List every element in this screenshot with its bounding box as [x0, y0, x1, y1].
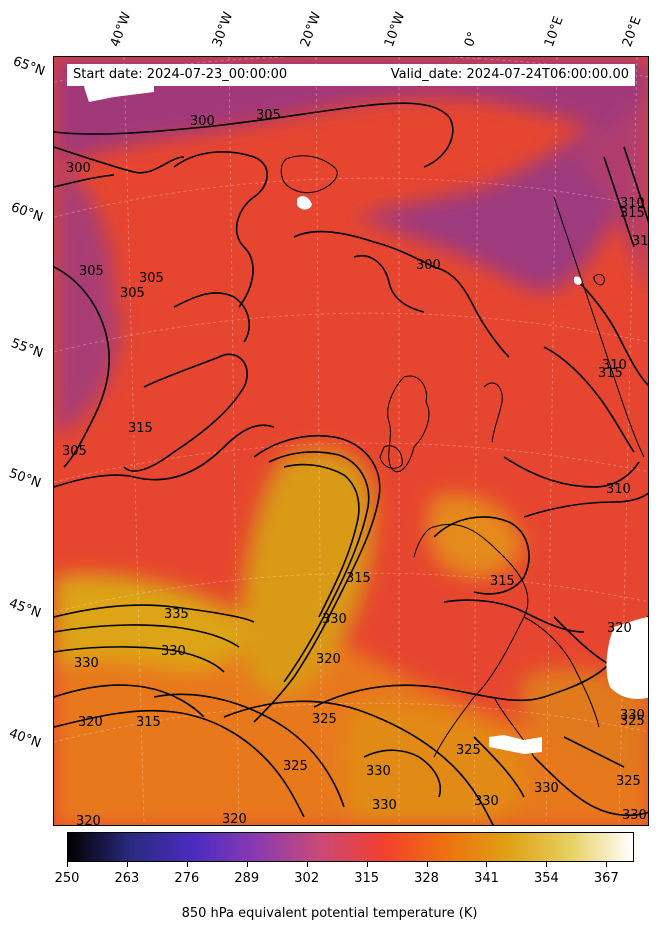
lat-label-40n: 40°N: [6, 726, 43, 752]
colorbar-tick: [426, 862, 428, 867]
lat-label-60n: 60°N: [8, 200, 45, 226]
colorbar-tick-label: 263: [114, 871, 140, 886]
contour-label-300-a: 300: [190, 114, 215, 129]
start-date-label: Start date: 2024-07-23_00:00:00: [73, 67, 288, 82]
contour-label-305-a: 305: [256, 108, 281, 123]
contour-label-305-e: 305: [62, 444, 87, 459]
colorbar-tick: [126, 862, 128, 867]
contour-label-325-b: 325: [283, 759, 308, 774]
contour-label-305-c: 305: [139, 271, 164, 286]
lat-label-65n: 65°N: [10, 54, 47, 80]
contour-label-315-g: 315: [598, 366, 623, 381]
colorbar-tick-label: 289: [234, 871, 260, 886]
colorbar-tick: [186, 862, 188, 867]
contour-label-320-a: 320: [316, 652, 341, 667]
contour-label-320-c: 320: [76, 814, 101, 826]
contour-label-300-c: 300: [416, 258, 441, 273]
lat-label-50n: 50°N: [6, 466, 43, 492]
colorbar-tick: [486, 862, 488, 867]
contour-label-330-c: 330: [322, 612, 347, 627]
valid-date-label: Valid_date: 2024-07-24T06:00:00.00: [390, 67, 629, 82]
contour-label-320-d: 320: [607, 621, 632, 636]
contour-label-315-a: 315: [128, 421, 153, 436]
colorbar-tick-label: 367: [593, 871, 619, 886]
contour-label-325-d: 325: [620, 714, 645, 729]
theta-e-map: 300 305 300 305 305 305 300 310 315 315 …: [54, 57, 649, 826]
contour-label-330-h: 330: [622, 808, 647, 823]
lon-label-0: 0°: [461, 29, 482, 49]
contour-label-315-e: 315: [490, 574, 515, 589]
lon-label-10e: 10°E: [541, 14, 567, 50]
contour-label-315-c: 315: [632, 234, 649, 249]
contour-label-330-i: 330: [620, 708, 645, 723]
lon-label-10w: 10°W: [381, 10, 409, 49]
contour-label-305-b: 305: [79, 264, 104, 279]
contour-label-320-b: 320: [78, 715, 103, 730]
colorbar-tick: [606, 862, 608, 867]
contour-label-305-d: 305: [120, 286, 145, 301]
colorbar-tick-label: 315: [354, 871, 380, 886]
contour-label-315-d: 315: [346, 571, 371, 586]
lon-label-20w: 20°W: [297, 10, 325, 49]
colorbar-title: 850 hPa equivalent potential temperature…: [181, 906, 478, 921]
colorbar-tick-label: 302: [294, 871, 320, 886]
contour-label-330-e: 330: [372, 798, 397, 813]
colorbar-tick-label: 328: [414, 871, 439, 886]
colorbar-tick-label: 250: [54, 871, 80, 886]
colorbar-tick-label: 354: [533, 871, 559, 886]
map-title-bar: Start date: 2024-07-23_00:00:00 Valid_da…: [67, 64, 635, 86]
contour-label-330-d: 330: [366, 764, 391, 779]
lat-label-55n: 55°N: [8, 336, 45, 362]
colorbar-tick: [306, 862, 308, 867]
contour-label-300-b: 300: [66, 161, 91, 176]
contour-label-325-a: 325: [312, 712, 337, 727]
field-shading: [54, 57, 648, 825]
colorbar-tick-label: 276: [174, 871, 200, 886]
contour-label-330-f: 330: [474, 794, 499, 809]
contour-label-310-a: 310: [602, 358, 627, 373]
coastlines: [280, 155, 645, 758]
colorbar-tick: [546, 862, 548, 867]
contour-label-325-e: 325: [616, 774, 641, 789]
colorbar: [67, 832, 634, 862]
contour-label-325-c: 325: [456, 743, 481, 758]
contour-label-330-a: 330: [161, 644, 186, 659]
lon-label-20e: 20°E: [619, 14, 645, 50]
contour-label-320-e: 320: [222, 812, 247, 826]
lat-label-45n: 45°N: [6, 596, 43, 622]
colorbar-tick: [366, 862, 368, 867]
contour-label-310-c: 310: [620, 196, 645, 211]
contour-label-335: 335: [164, 607, 189, 622]
lon-label-30w: 30°W: [209, 10, 237, 49]
contour-labels: 300 305 300 305 305 305 300 310 315 315 …: [62, 108, 649, 826]
contour-label-310-b: 310: [606, 482, 631, 497]
map-panel: 300 305 300 305 305 305 300 310 315 315 …: [53, 56, 649, 826]
colorbar-tick: [67, 862, 68, 867]
lon-label-40w: 40°W: [107, 10, 135, 49]
contour-label-315-b: 315: [620, 206, 645, 221]
colorbar-tick-label: 341: [474, 871, 499, 886]
contour-label-330-g: 330: [534, 781, 559, 796]
contour-lines: [54, 102, 648, 825]
contour-label-330-b: 330: [74, 656, 99, 671]
colorbar-tick: [246, 862, 248, 867]
contour-label-315-f: 315: [136, 715, 161, 730]
